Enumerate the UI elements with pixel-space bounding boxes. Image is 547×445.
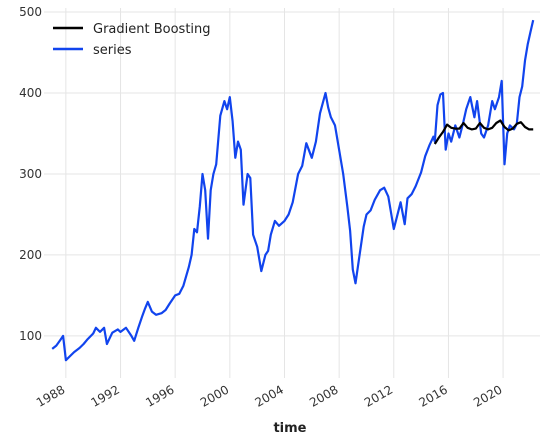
x-axis-label: time xyxy=(273,421,306,436)
y-tick-label: 300 xyxy=(19,167,42,181)
series-layer xyxy=(52,20,533,360)
legend-label: series xyxy=(93,43,132,58)
y-tick-label: 400 xyxy=(19,86,42,100)
y-tick-label: 500 xyxy=(19,5,42,19)
x-tick-label: 2016 xyxy=(416,382,449,409)
x-tick-label: 1988 xyxy=(34,382,67,409)
grid xyxy=(44,8,540,378)
series-line-gradient-boosting xyxy=(435,121,533,145)
x-tick-label: 2012 xyxy=(362,382,395,409)
x-tick-label: 2004 xyxy=(253,382,286,409)
y-axis-ticks: 100 200 300 400 500 xyxy=(19,5,42,343)
x-tick-label: 1992 xyxy=(89,382,122,409)
series-line-series xyxy=(52,20,533,360)
x-tick-label: 1996 xyxy=(143,382,176,409)
x-tick-label: 2008 xyxy=(307,382,340,409)
x-tick-label: 2020 xyxy=(471,382,504,409)
y-tick-label: 100 xyxy=(19,329,42,343)
legend-label: Gradient Boosting xyxy=(93,22,211,37)
legend: Gradient Boosting series xyxy=(53,22,211,58)
x-tick-label: 2000 xyxy=(198,382,231,409)
x-axis-ticks: 1988 1992 1996 2000 2004 2008 2012 2016 2020 xyxy=(34,382,505,409)
y-tick-label: 200 xyxy=(19,248,42,262)
